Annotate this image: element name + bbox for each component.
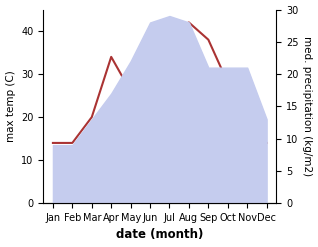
Y-axis label: med. precipitation (kg/m2): med. precipitation (kg/m2) <box>302 36 313 176</box>
Y-axis label: max temp (C): max temp (C) <box>5 70 16 142</box>
X-axis label: date (month): date (month) <box>116 228 204 242</box>
